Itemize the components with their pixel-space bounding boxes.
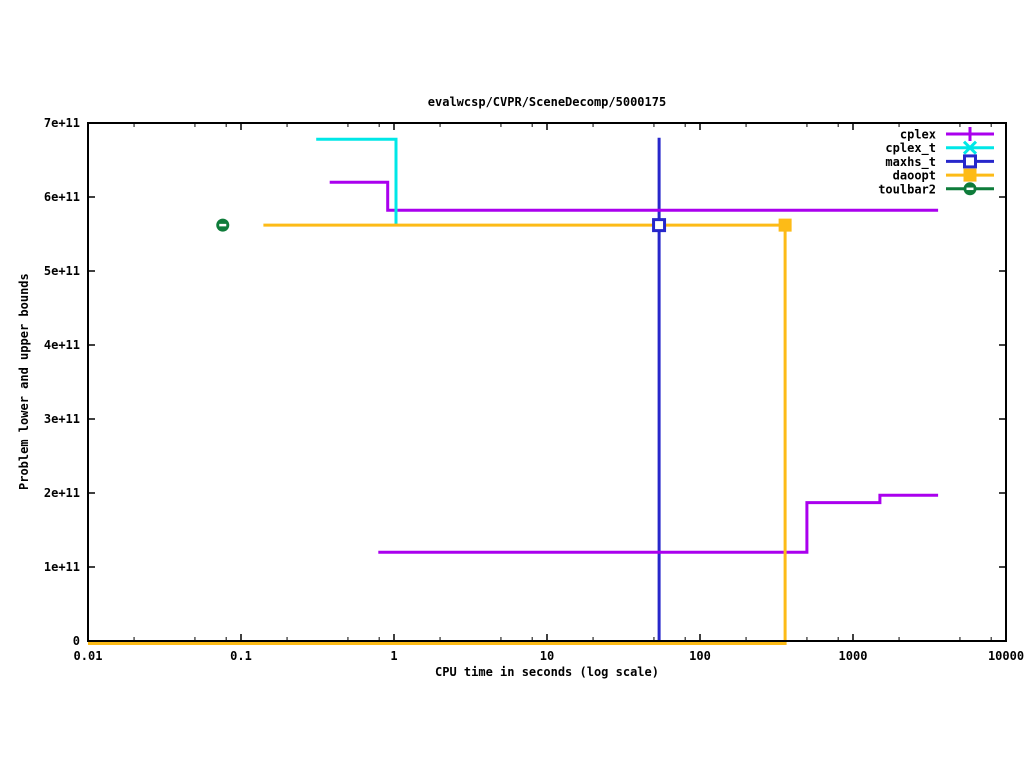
legend-marker-cplex_t xyxy=(962,140,978,155)
y-tick-label: 2e+11 xyxy=(44,486,80,500)
series-cplex xyxy=(329,180,939,554)
chart-title: evalwcsp/CVPR/SceneDecomp/5000175 xyxy=(427,95,667,109)
y-tick-label: 7e+11 xyxy=(44,116,80,130)
legend-entry-daoopt: daoopt xyxy=(893,168,994,183)
x-axis-label: CPU time in seconds (log scale) xyxy=(435,665,659,679)
x-tick-label: 100 xyxy=(689,649,711,663)
y-tick-label: 5e+11 xyxy=(44,264,80,278)
axis-ticks: 0.01 0.1 1 10 100 1000 10000 0 1e+11 2e+11 3e+11 4e… xyxy=(44,116,1024,663)
plot-markers xyxy=(216,218,792,233)
legend-marker-toulbar2 xyxy=(963,182,977,196)
series-cplex_t-line xyxy=(316,137,398,225)
legend-label-daoopt: daoopt xyxy=(893,169,936,183)
y-tick-label: 4e+11 xyxy=(44,338,80,352)
legend-entry-maxhs_t: maxhs_t xyxy=(885,154,994,170)
legend-label-toulbar2: toulbar2 xyxy=(878,182,936,196)
series-daoopt-line xyxy=(88,225,787,645)
marker-toulbar2 xyxy=(216,218,230,232)
legend-marker-maxhs_t xyxy=(963,154,977,169)
marker-maxhs_t xyxy=(652,218,667,233)
series-cplex_t xyxy=(316,137,398,225)
legend-label-cplex: cplex xyxy=(900,128,936,142)
marker-daoopt xyxy=(778,218,792,232)
series-cplex-line xyxy=(378,493,939,554)
x-tick-label: 1000 xyxy=(839,649,868,663)
plot-border xyxy=(87,122,1007,642)
x-tick-label: 0.1 xyxy=(230,649,252,663)
legend-entry-toulbar2: toulbar2 xyxy=(878,182,994,196)
x-tick-label: 1 xyxy=(390,649,397,663)
x-tick-label: 10000 xyxy=(988,649,1024,663)
legend-marker-cplex xyxy=(963,127,977,141)
legend-entry-cplex_t: cplex_t xyxy=(885,140,994,156)
y-tick-label: 0 xyxy=(73,634,80,648)
y-tick-label: 6e+11 xyxy=(44,190,80,204)
legend-entry-cplex: cplex xyxy=(900,127,994,142)
legend-label-cplex_t: cplex_t xyxy=(885,141,936,156)
series-daoopt xyxy=(88,223,787,645)
x-tick-label: 10 xyxy=(540,649,554,663)
y-tick-label: 1e+11 xyxy=(44,560,80,574)
y-tick-label: 3e+11 xyxy=(44,412,80,426)
series-cplex-line xyxy=(329,180,939,212)
legend-label-maxhs_t: maxhs_t xyxy=(885,155,936,170)
legend-marker-daoopt xyxy=(963,168,977,182)
x-tick-label: 0.01 xyxy=(74,649,103,663)
